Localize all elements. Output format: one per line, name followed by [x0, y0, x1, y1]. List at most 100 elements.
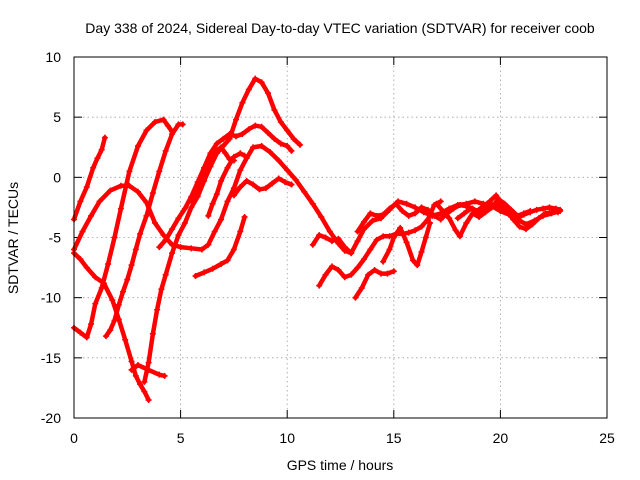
data-point: [405, 212, 412, 219]
data-point: [341, 244, 348, 251]
data-point: [282, 179, 289, 186]
data-point: [414, 262, 421, 269]
data-point: [132, 372, 139, 379]
data-point: [540, 205, 547, 212]
data-point: [271, 135, 278, 142]
data-point: [250, 144, 257, 151]
data-point: [529, 221, 536, 228]
y-tick-label: 0: [53, 169, 61, 185]
data-point: [205, 241, 212, 248]
data-point: [205, 212, 212, 219]
series-group: [71, 75, 564, 403]
data-point: [239, 131, 246, 138]
data-point: [96, 198, 103, 205]
data-point: [488, 204, 495, 211]
data-point: [175, 215, 182, 222]
data-point: [224, 164, 231, 171]
series-arc-12: [231, 176, 294, 198]
data-point: [92, 300, 99, 307]
data-point: [335, 266, 342, 273]
data-point: [482, 209, 489, 216]
y-tick-label: -20: [41, 410, 61, 426]
data-point: [316, 232, 323, 239]
data-point: [107, 187, 114, 194]
data-point: [218, 177, 225, 184]
data-point: [510, 216, 517, 223]
x-tick-label: 25: [599, 430, 615, 446]
data-point: [384, 270, 391, 277]
data-point: [211, 228, 218, 235]
data-point: [516, 223, 523, 230]
data-point: [160, 116, 167, 123]
data-point: [205, 159, 212, 166]
data-point: [162, 147, 169, 154]
data-point: [508, 206, 515, 213]
data-point: [386, 205, 393, 212]
data-point: [158, 286, 165, 293]
data-point: [424, 206, 431, 213]
data-point: [152, 118, 159, 125]
plot-frame: [73, 56, 608, 419]
data-point: [348, 250, 355, 257]
data-point: [160, 232, 167, 239]
data-point: [188, 204, 195, 211]
data-point: [149, 330, 156, 337]
data-point: [527, 208, 534, 215]
data-point: [156, 371, 163, 378]
data-point: [335, 235, 342, 242]
data-point: [149, 189, 156, 196]
axis-ticks: 0 5 10 15 20 25 -20 -15 -10 -5 0 5 10: [41, 49, 615, 446]
data-point: [237, 183, 244, 190]
data-point: [198, 246, 205, 253]
data-point: [143, 127, 150, 134]
data-point: [352, 294, 359, 301]
data-point: [141, 388, 148, 395]
data-point: [514, 212, 521, 219]
data-point: [554, 209, 561, 216]
data-point: [318, 214, 325, 221]
data-point: [309, 200, 316, 207]
data-point: [98, 146, 105, 153]
series-arc-18: [434, 196, 533, 239]
data-point: [83, 264, 90, 271]
data-point: [535, 215, 542, 222]
data-point: [493, 192, 500, 199]
data-point: [548, 209, 555, 216]
data-point: [418, 223, 425, 230]
data-point: [262, 185, 269, 192]
data-point: [456, 233, 463, 240]
data-point: [397, 224, 404, 231]
data-point: [177, 244, 184, 251]
series-arc-5: [103, 122, 185, 339]
data-point: [486, 198, 493, 205]
data-point: [241, 152, 248, 159]
y-axis-title: SDTVAR / TECUs: [5, 182, 21, 294]
data-point: [371, 266, 378, 273]
data-point: [386, 233, 393, 240]
data-point: [369, 217, 376, 224]
chart-title: Day 338 of 2024, Sidereal Day-to-day VTE…: [85, 20, 595, 36]
data-point: [77, 329, 84, 336]
data-point: [218, 216, 225, 223]
x-tick-label: 5: [177, 430, 185, 446]
data-point: [126, 168, 133, 175]
data-point: [209, 265, 216, 272]
data-point: [480, 203, 487, 210]
data-point: [380, 233, 387, 240]
data-point: [175, 232, 182, 239]
data-point: [162, 271, 169, 278]
data-point: [412, 227, 419, 234]
y-tick-label: -10: [41, 290, 61, 306]
data-point: [348, 271, 355, 278]
data-point: [546, 204, 553, 211]
data-point: [245, 86, 252, 93]
data-point: [424, 216, 431, 223]
data-point: [128, 262, 135, 269]
data-point: [439, 208, 446, 215]
data-point: [192, 192, 199, 199]
data-point: [328, 263, 335, 270]
data-point: [456, 202, 463, 209]
data-point: [107, 327, 114, 334]
x-tick-label: 15: [386, 430, 402, 446]
x-tick-label: 0: [70, 430, 78, 446]
